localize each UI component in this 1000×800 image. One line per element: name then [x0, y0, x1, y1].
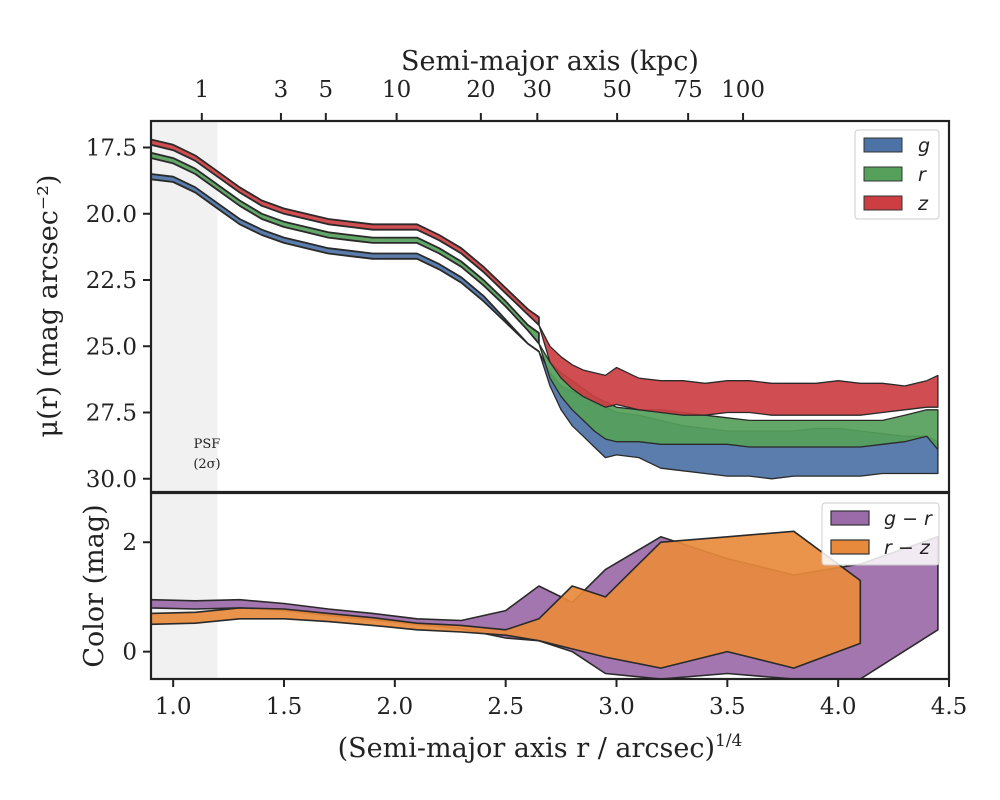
- bottom-panel-frame: [149, 491, 951, 681]
- psf-label: PSF: [194, 437, 221, 452]
- x-tick-label: 2.5: [487, 694, 524, 720]
- y-tick-label-top: 20.0: [86, 202, 137, 228]
- y-tick-label-top: 17.5: [86, 136, 137, 162]
- legend-swatch-r-z: [830, 539, 870, 555]
- top-x-tick-label: 50: [602, 77, 631, 103]
- top-x-tick-label: 5: [318, 77, 333, 103]
- top-x-tick-label: 1: [194, 77, 209, 103]
- x-tick-label: 1.5: [266, 694, 303, 720]
- top-x-tick-label: 10: [382, 77, 411, 103]
- top-x-tick-label: 30: [523, 77, 552, 103]
- psf-region-bottom: [151, 493, 218, 679]
- y-tick-label-top: 25.0: [86, 334, 137, 360]
- y-tick-label-top: 30.0: [86, 467, 137, 493]
- legend-label-g-r: g − r: [884, 508, 933, 530]
- x-tick-label: 4.5: [931, 694, 968, 720]
- x-tick-label: 3.5: [709, 694, 746, 720]
- top-x-tick-label: 20: [466, 77, 495, 103]
- top-legend: g r z: [854, 129, 940, 220]
- psf-sigma-label: (2σ): [193, 457, 220, 472]
- top-x-tick-label: 100: [721, 77, 765, 103]
- band-outer-z: [538, 324, 939, 416]
- legend-swatch-r: [863, 166, 903, 182]
- color-bands: [151, 530, 939, 679]
- x-tick-label: 1.0: [155, 694, 192, 720]
- legend-label-g: g: [918, 135, 930, 157]
- x-tick-label: 2.0: [377, 694, 414, 720]
- band-inner-g: [151, 173, 540, 353]
- legend-swatch-g-r: [830, 510, 870, 526]
- y-tick-label-top: 22.5: [86, 268, 137, 294]
- band-outer-r: [538, 342, 939, 451]
- bottom-y-axis-title: Color (mag): [79, 504, 110, 667]
- top-axis-title: Semi-major axis (kpc): [401, 46, 699, 77]
- band-r-z: [151, 530, 862, 669]
- legend-label-r: r: [918, 164, 927, 186]
- legend-label-z: z: [917, 193, 929, 215]
- y-tick-label-bottom: 0: [122, 640, 137, 666]
- x-axis-title: (Semi-major axis r / arcsec)1/4: [338, 731, 743, 764]
- top-y-axis-title: μ(r) (mag arcsec⁻²): [33, 175, 64, 438]
- y-tick-label-bottom: 2: [122, 530, 137, 556]
- top-x-tick-label: 3: [274, 77, 289, 103]
- axis-ticks: 17.5 20.0 22.5 25.0 27.5 30.0 0 2 1.0 1.5 2.0 2.5 3.…: [86, 77, 968, 720]
- top-x-tick-label: 75: [673, 77, 702, 103]
- legend-swatch-g: [863, 137, 903, 153]
- x-tick-label: 3.0: [598, 694, 635, 720]
- surface-brightness-bands: [151, 138, 939, 480]
- band-inner-z: [151, 138, 540, 326]
- band-inner-r: [151, 151, 540, 345]
- legend-label-r-z: r − z: [884, 537, 931, 559]
- x-tick-label: 4.0: [820, 694, 857, 720]
- legend-swatch-z: [863, 195, 903, 211]
- bottom-legend: g − r r − z: [821, 502, 940, 566]
- y-tick-label-top: 27.5: [86, 401, 137, 427]
